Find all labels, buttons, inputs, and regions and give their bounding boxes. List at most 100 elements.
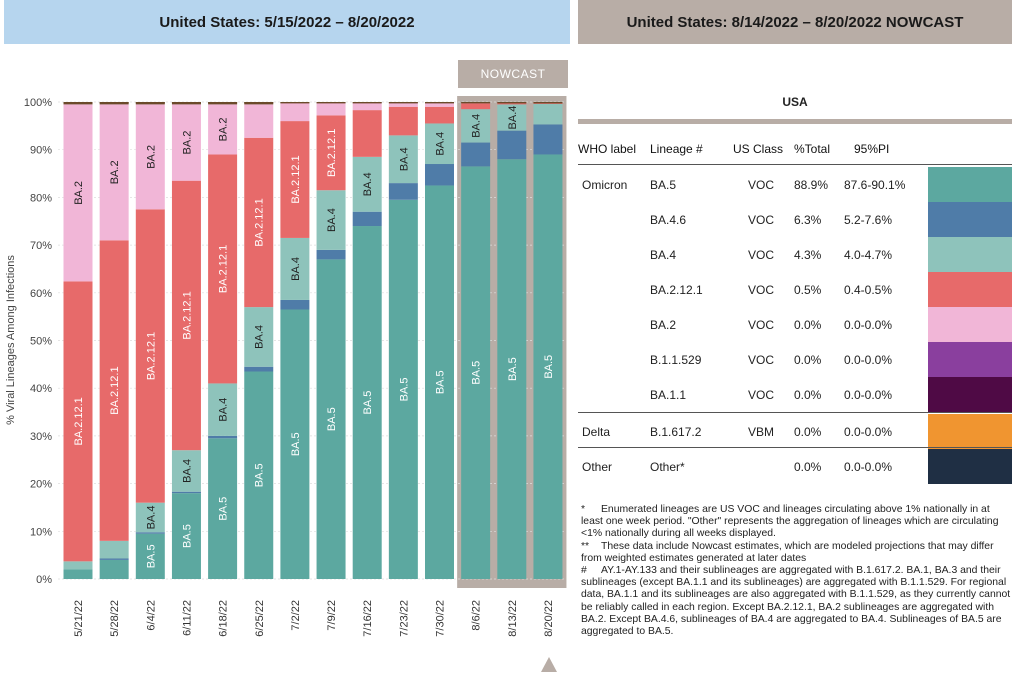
cell-percent-total: 0.0% [794,459,822,474]
bar-segment-ba-2-12-1 [208,154,238,384]
bar-segment-ba-5 [99,559,129,579]
bar-segment-ba-5 [461,166,491,579]
bar-segment-ba-4 [244,307,274,367]
bar-segment-ba-5 [388,199,418,579]
bar-segment-ba-2-12-1 [280,121,310,238]
bar-segment-ba-5 [533,154,563,579]
table-row: Other Other* 0.0% 0.0-0.0% [578,449,1012,484]
bar-segment-ba-5 [280,309,310,579]
x-tick-label: 6/18/22 [218,600,230,637]
bar-data-label: BA.5 [543,355,555,379]
cell-pi-range: 5.2-7.6% [844,212,893,227]
x-tick-label: 8/20/22 [543,600,555,637]
bar-data-label: BA.4 [398,147,410,171]
x-tick-label: 5/21/22 [73,600,85,637]
bar-segment-ba-4-6 [208,435,238,439]
bar-data-label: BA.4 [254,325,266,349]
x-tick-label: 5/28/22 [109,600,121,637]
x-tick-label: 6/4/22 [145,600,157,631]
cell-us-class: VBM [748,424,775,439]
cell-pi-range: 0.0-0.0% [844,459,893,474]
y-tick-label: 40% [30,383,52,395]
bar-data-label: BA.2 [145,145,157,169]
x-tick-label: 7/30/22 [435,600,447,637]
cell-pi-range: 0.0-0.0% [844,352,893,367]
bar-segment-ba-2 [280,102,310,122]
table-row: BA.4.6 VOC 6.3% 5.2-7.6% [578,202,1012,237]
bar-data-label: BA.5 [181,524,193,548]
cell-lineage: BA.2 [650,317,677,332]
bar-top-edge [497,102,527,104]
color-swatch [928,414,1012,449]
y-tick-label: 10% [30,526,52,538]
cell-pi-range: 0.0-0.0% [844,317,893,332]
cell-lineage: BA.1.1 [650,387,687,402]
footnote-text: AY.1-AY.133 and their sublineages are ag… [581,565,1011,638]
cell-pi-range: 87.6-90.1% [844,177,906,192]
bar-segment-ba-4 [352,156,382,212]
bar-data-label: BA.4 [290,257,302,281]
x-tick-label: 7/23/22 [398,600,410,637]
bar-segment-ba-5 [425,185,454,579]
bar-segment-ba-2 [352,102,382,111]
table-row: BA.2.12.1 VOC 0.5% 0.4-0.5% [578,272,1012,307]
color-swatch [928,342,1012,377]
bar-data-label: BA.2 [73,181,85,205]
bar-segment-ba-2-12-1 [316,115,346,191]
table-row: Delta B.1.617.2 VBM 0.0% 0.0-0.0% [578,414,1012,449]
cell-lineage: Other* [650,459,685,474]
cell-percent-total: 0.5% [794,282,822,297]
bar-data-label: BA.4 [471,114,483,138]
header-us-class: US Class [733,142,784,156]
bar-segment-ba-4 [316,190,346,250]
table-row: Omicron BA.5 VOC 88.9% 87.6-90.1% [578,167,1012,202]
x-tick-label: 7/9/22 [326,600,338,631]
nowcast-badge: NOWCAST [458,60,568,88]
bar-segment-ba-2-12-1 [63,281,93,562]
y-axis-title: % Viral Lineages Among Infections [5,255,17,425]
bar-data-label: BA.2 [181,131,193,155]
scroll-up-arrow-icon[interactable] [541,657,557,672]
bar-segment-ba-2-12-1 [461,103,491,110]
y-tick-label: 100% [24,97,52,109]
x-tick-label: 7/2/22 [290,600,302,631]
bar-segment-ba-4-6 [425,164,454,186]
bar-segment-ba-4-6 [497,130,527,160]
bar-data-label: BA.5 [507,357,519,381]
cell-percent-total: 0.0% [794,424,822,439]
footnote: ** These data include Nowcast estimates, … [581,541,1011,565]
cell-lineage: BA.2.12.1 [650,282,703,297]
header-percent-total: %Total [794,142,831,156]
color-swatch [928,202,1012,237]
bar-data-label: BA.5 [435,370,447,394]
cell-who-label: Omicron [582,177,628,192]
bar-segment-ba-2-12-1 [135,209,165,503]
bar-data-label: BA.5 [398,377,410,401]
bar-data-label: BA.2.12.1 [145,332,157,380]
bar-segment-ba-4 [135,502,165,533]
group-divider [578,412,1012,413]
bar-data-label: BA.2 [218,117,230,141]
y-tick-label: 70% [30,240,52,252]
y-tick-label: 80% [30,192,52,204]
cell-us-class: VOC [748,282,775,297]
bar-data-label: BA.5 [471,361,483,385]
y-tick-label: 20% [30,479,52,491]
color-swatch [928,307,1012,342]
bar-segment-ba-2-12-1 [99,240,129,541]
bar-data-label: BA.2.12.1 [326,129,338,177]
bar-top-edge [208,102,238,104]
bar-top-edge [425,102,454,104]
bar-data-label: BA.2.12.1 [73,397,85,445]
bar-data-label: BA.5 [362,391,374,415]
color-swatch [928,377,1012,412]
color-swatch [928,449,1012,484]
cell-us-class: VOC [748,212,775,227]
x-tick-label: 8/13/22 [507,600,519,637]
cell-percent-total: 6.3% [794,212,822,227]
bar-segment-ba-4-6 [388,183,418,200]
bar-segment-ba-4 [461,109,491,143]
bar-segment-ba-2 [388,102,418,107]
bar-segment-ba-2-12-1 [171,180,201,451]
cell-pi-range: 0.4-0.5% [844,282,893,297]
